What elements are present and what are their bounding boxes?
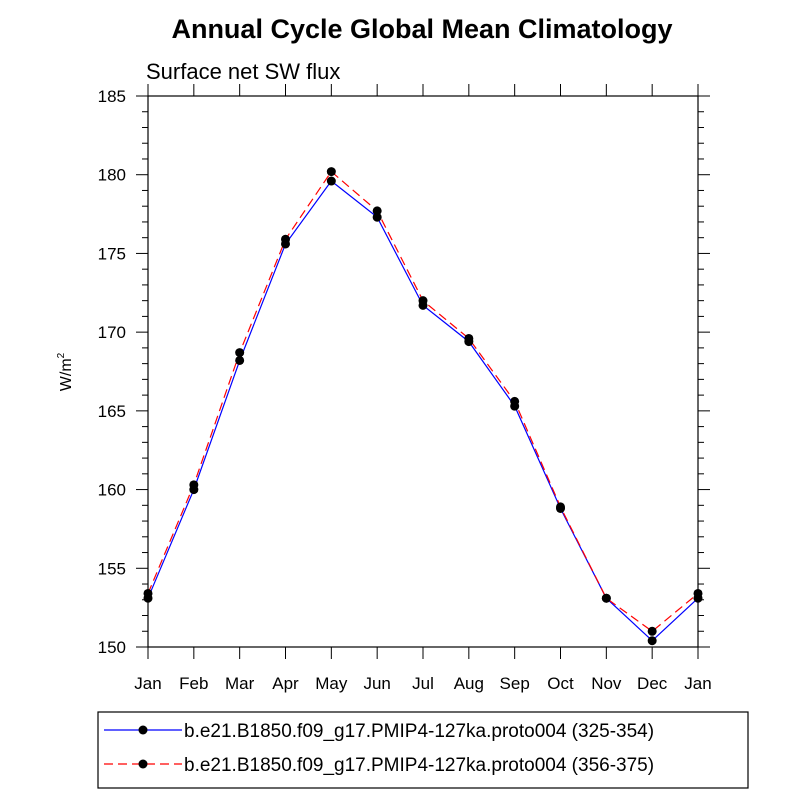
- x-tick-label: Aug: [454, 674, 484, 693]
- x-tick-label: Jul: [412, 674, 434, 693]
- y-axis-label-superscript: 2: [56, 352, 67, 358]
- data-point-series-2: [418, 296, 428, 306]
- y-tick-label: 160: [98, 481, 126, 500]
- data-point-series-1: [647, 636, 657, 646]
- y-tick-label: 180: [98, 166, 126, 185]
- series-line-1: [147, 180, 699, 642]
- plot-series: [143, 167, 703, 646]
- data-point-series-2: [601, 593, 611, 603]
- data-point-series-2: [647, 626, 657, 636]
- legend-marker-2: [138, 759, 148, 769]
- data-point-series-1: [235, 355, 245, 365]
- data-point-series-2: [464, 333, 474, 343]
- legend: b.e21.B1850.f09_g17.PMIP4-127ka.proto004…: [104, 721, 654, 776]
- series-line-2: [147, 170, 699, 633]
- data-point-series-2: [510, 396, 520, 406]
- plot-frame: [147, 95, 699, 648]
- y-tick-label: 170: [98, 323, 126, 342]
- x-tick-label: Feb: [179, 674, 208, 693]
- data-point-series-1: [326, 176, 336, 186]
- y-tick-label: 165: [98, 402, 126, 421]
- x-tick-label: May: [315, 674, 348, 693]
- x-tick-label: Mar: [225, 674, 255, 693]
- data-point-series-1: [372, 212, 382, 222]
- data-point-series-2: [281, 234, 290, 244]
- data-point-series-2: [372, 206, 382, 216]
- x-tick-label: Sep: [500, 674, 530, 693]
- x-tick-label: Nov: [591, 674, 622, 693]
- x-tick-label: Jun: [363, 674, 390, 693]
- x-tick-label: Jan: [684, 674, 711, 693]
- x-tick-label: Apr: [272, 674, 299, 693]
- y-axis-label: W/m2: [56, 352, 75, 391]
- legend-label-2: b.e21.B1850.f09_g17.PMIP4-127ka.proto004…: [184, 755, 654, 776]
- y-tick-label: 155: [98, 559, 126, 578]
- chart-subtitle: Surface net SW flux: [146, 59, 340, 84]
- x-tick-label: Jan: [134, 674, 161, 693]
- y-tick-label: 185: [98, 87, 126, 106]
- data-point-series-2: [556, 502, 565, 512]
- legend-marker-1: [138, 725, 148, 735]
- y-tick-label: 150: [98, 638, 126, 657]
- data-point-series-2: [235, 348, 245, 358]
- data-point-series-2: [326, 167, 336, 177]
- y-axis-label-text: W/m: [58, 358, 75, 391]
- legend-box: [97, 711, 749, 789]
- legend-label-1: b.e21.B1850.f09_g17.PMIP4-127ka.proto004…: [184, 721, 654, 742]
- data-point-series-2: [189, 480, 199, 490]
- x-tick-label: Oct: [547, 674, 574, 693]
- x-tick-label: Dec: [637, 674, 668, 693]
- chart-title: Annual Cycle Global Mean Climatology: [171, 14, 672, 44]
- axes: 150 155 160 165 170 175 180 185 Jan Feb Mar Apr May J…: [98, 84, 712, 693]
- y-tick-label: 175: [98, 244, 126, 263]
